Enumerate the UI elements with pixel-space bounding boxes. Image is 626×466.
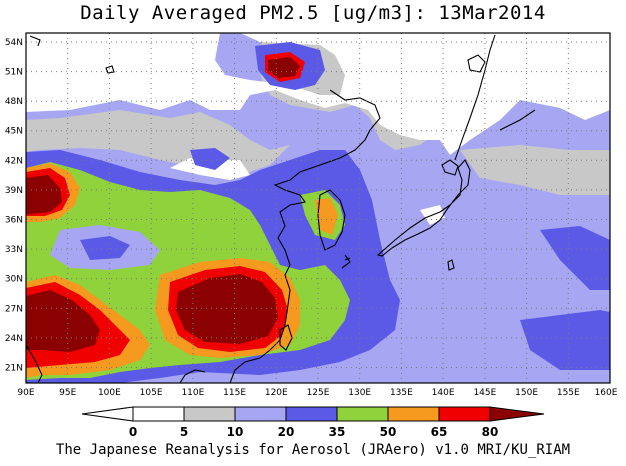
- colorbar-segment: [183, 406, 236, 422]
- colorbar-label: 35: [329, 425, 346, 439]
- lat-label: 42N: [5, 156, 23, 166]
- colorbar-segment: [285, 406, 338, 422]
- lat-label: 45N: [5, 127, 23, 137]
- colorbar-label: 10: [227, 425, 244, 439]
- colorbar-label: 0: [129, 425, 137, 439]
- lat-label: 33N: [5, 245, 23, 255]
- lat-label: 48N: [5, 97, 23, 107]
- lat-label: 54N: [5, 38, 23, 48]
- lon-label: 115E: [223, 388, 246, 398]
- map-title: Daily Averaged PM2.5 [ug/m3]: 13Mar2014: [80, 2, 546, 24]
- lon-label: 135E: [390, 388, 413, 398]
- colorbar: 0 5 10 20 35 50 65 80: [81, 406, 545, 439]
- lon-label: 140E: [432, 388, 455, 398]
- colorbar-label: 5: [180, 425, 188, 439]
- longitude-labels: 90E 95E 100E 105E 110E 115E 120E 125E 13…: [17, 388, 617, 398]
- lon-label: 155E: [557, 388, 580, 398]
- colorbar-segment: [438, 406, 491, 422]
- concentration-field: [26, 33, 610, 383]
- lon-label: 150E: [515, 388, 538, 398]
- gridlines: [26, 33, 610, 383]
- lon-label: 160E: [595, 388, 618, 398]
- colorbar-high-arrow: [489, 406, 545, 422]
- colorbar-label: 80: [482, 425, 499, 439]
- lat-label: 30N: [5, 275, 23, 285]
- lat-label: 36N: [5, 216, 23, 226]
- lon-label: 125E: [307, 388, 330, 398]
- map-border: [25, 32, 611, 384]
- lat-label: 21N: [5, 364, 23, 374]
- colorbar-segment: [234, 406, 287, 422]
- lon-label: 120E: [265, 388, 288, 398]
- pm25-map: 54N 51N 48N 45N 42N 39N 36N 33N 30N 27N …: [5, 32, 618, 439]
- lon-label: 90E: [17, 388, 34, 398]
- credit-line: The Japanese Reanalysis for Aerosol (JRA…: [55, 442, 571, 458]
- latitude-labels: 54N 51N 48N 45N 42N 39N 36N 33N 30N 27N …: [5, 38, 23, 374]
- lat-label: 51N: [5, 68, 23, 78]
- lon-label: 105E: [140, 388, 163, 398]
- coastlines: [26, 34, 536, 383]
- colorbar-segment: [132, 406, 185, 422]
- colorbar-low-arrow: [81, 406, 134, 422]
- lon-label: 100E: [98, 388, 121, 398]
- lon-label: 145E: [473, 388, 496, 398]
- lat-label: 39N: [5, 186, 23, 196]
- colorbar-label: 20: [278, 425, 295, 439]
- colorbar-label: 65: [431, 425, 448, 439]
- lon-label: 95E: [59, 388, 76, 398]
- colorbar-label: 50: [380, 425, 397, 439]
- colorbar-segment: [336, 406, 389, 422]
- colorbar-segment: [387, 406, 440, 422]
- lat-label: 27N: [5, 304, 23, 314]
- lat-label: 24N: [5, 334, 23, 344]
- lon-label: 130E: [348, 388, 371, 398]
- lon-label: 110E: [181, 388, 204, 398]
